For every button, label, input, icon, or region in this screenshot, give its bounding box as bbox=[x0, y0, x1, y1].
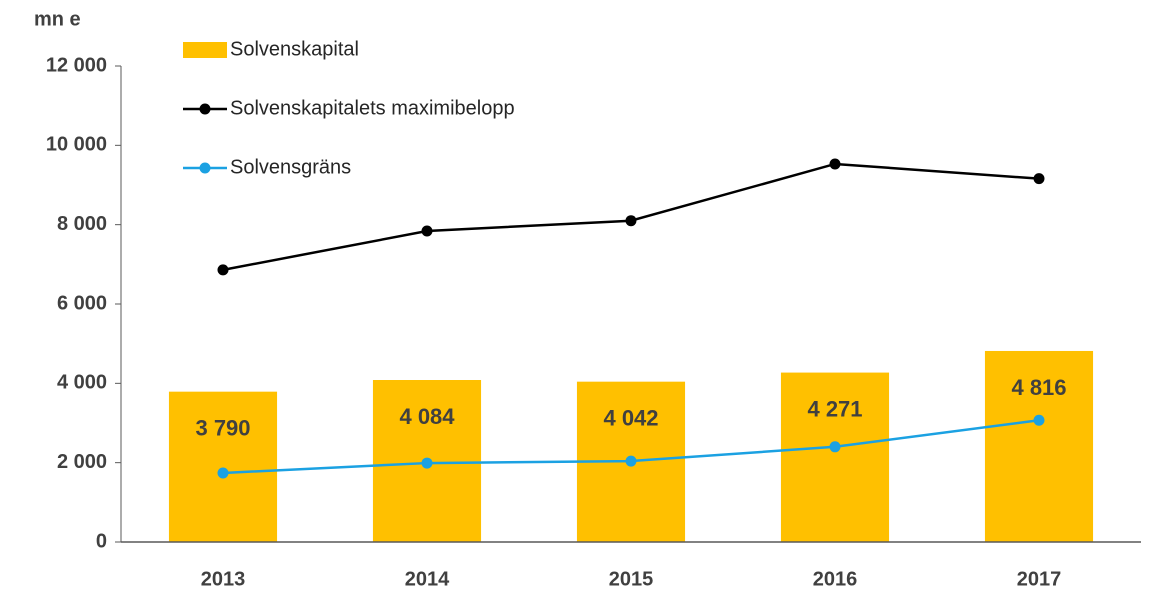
y-tick-label: 12 000 bbox=[46, 54, 107, 76]
x-tick-label: 2016 bbox=[813, 568, 858, 590]
point bbox=[217, 264, 229, 276]
point bbox=[829, 441, 841, 453]
point bbox=[217, 467, 229, 479]
legend-swatch bbox=[183, 42, 227, 58]
y-tick-label: 4 000 bbox=[57, 372, 107, 394]
bar bbox=[780, 372, 890, 542]
value-label: 4 042 bbox=[603, 405, 658, 430]
point bbox=[625, 215, 637, 227]
point bbox=[421, 457, 433, 469]
x-tick-label: 2017 bbox=[1017, 568, 1062, 590]
point bbox=[625, 455, 637, 467]
x-tick-label: 2013 bbox=[201, 568, 246, 590]
y-tick-label: 10 000 bbox=[46, 134, 107, 156]
value-label: 4 084 bbox=[399, 404, 455, 429]
point bbox=[1033, 414, 1045, 426]
x-tick-label: 2014 bbox=[405, 568, 450, 590]
y-axis-label: mn e bbox=[34, 8, 81, 30]
value-label: 4 271 bbox=[807, 396, 862, 421]
legend-swatch bbox=[199, 162, 211, 174]
point bbox=[1033, 173, 1045, 185]
bar bbox=[984, 350, 1094, 542]
y-tick-label: 0 bbox=[96, 530, 107, 552]
legend-label: Solvenskapital bbox=[230, 38, 359, 60]
y-tick-label: 8 000 bbox=[57, 213, 107, 235]
value-label: 3 790 bbox=[195, 415, 250, 440]
legend-label: Solvenskapitalets maximibelopp bbox=[230, 97, 515, 119]
value-label: 4 816 bbox=[1011, 375, 1066, 400]
point bbox=[421, 225, 433, 237]
y-tick-label: 2 000 bbox=[57, 451, 107, 473]
y-tick-label: 6 000 bbox=[57, 292, 107, 314]
legend-label: Solvensgräns bbox=[230, 156, 351, 178]
x-tick-label: 2015 bbox=[609, 568, 654, 590]
bar bbox=[168, 391, 278, 542]
point bbox=[829, 158, 841, 170]
legend-swatch bbox=[199, 103, 211, 115]
